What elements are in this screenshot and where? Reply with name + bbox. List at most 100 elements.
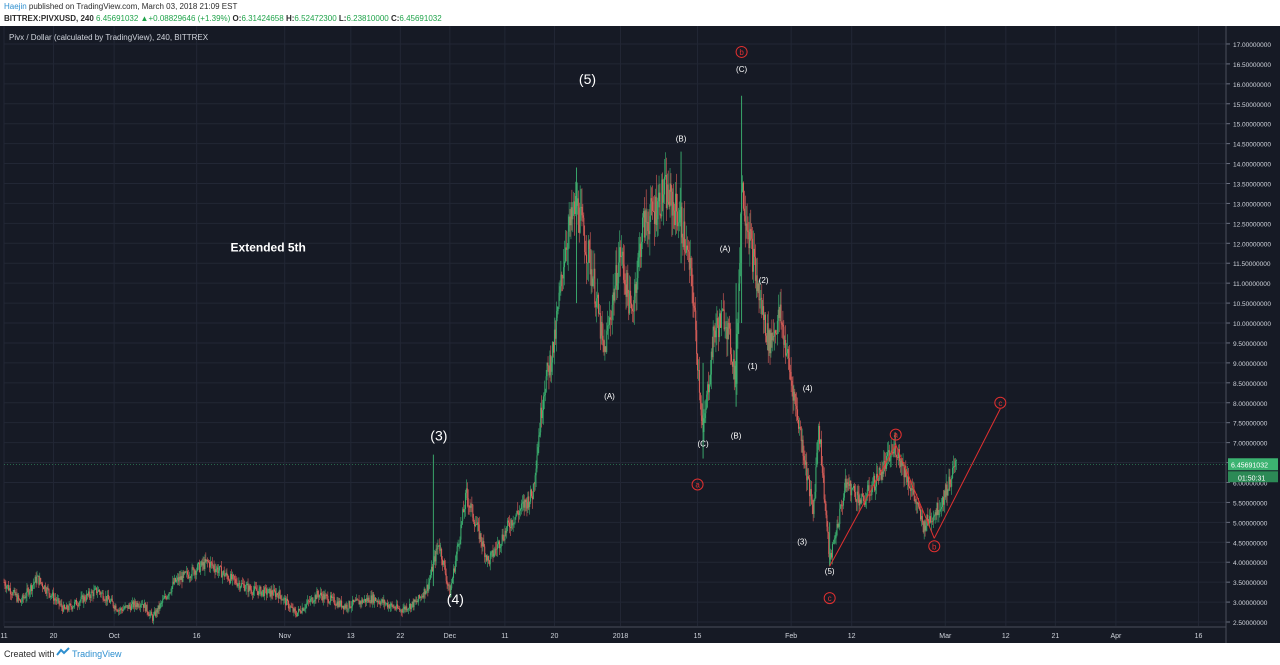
candle-body <box>251 590 253 594</box>
candle-body <box>743 208 745 216</box>
candle-body <box>123 608 125 610</box>
date-tick-label: 12 <box>848 633 856 640</box>
candle-body <box>793 391 795 401</box>
candle-body <box>5 585 7 589</box>
price-chart[interactable]: 2.50000000 3.00000000 3.50000000 4.00000000… <box>0 26 1280 643</box>
candle-body <box>516 511 518 516</box>
price-axis[interactable]: 2.50000000 3.00000000 3.50000000 4.00000000… <box>0 26 1278 643</box>
candle-body <box>303 609 305 611</box>
candle-body <box>108 594 110 600</box>
candle-body <box>754 256 756 281</box>
candle-body <box>638 250 640 258</box>
candle-body <box>845 478 847 488</box>
candle-body <box>39 578 41 585</box>
candle-body <box>69 603 71 605</box>
candle-body <box>731 354 733 362</box>
price-tick-label: 10.50000000 <box>1233 301 1271 308</box>
price-tick-label: 17.00000000 <box>1233 42 1271 49</box>
candle-body <box>78 602 80 606</box>
candle-body <box>604 346 606 352</box>
candle-body <box>606 330 608 353</box>
candle-body <box>305 604 307 609</box>
candle-body <box>124 605 126 609</box>
candle-body <box>23 597 25 599</box>
candle-body <box>171 586 173 593</box>
candle-body <box>703 418 705 432</box>
candle-body <box>669 183 671 207</box>
candle-body <box>764 314 766 321</box>
candle-body <box>121 609 123 612</box>
candle-body <box>618 262 620 284</box>
candle-body <box>876 473 878 481</box>
candle-body <box>286 598 288 602</box>
candle-body <box>488 560 490 565</box>
candle-body <box>657 201 659 220</box>
candle-body <box>875 486 877 491</box>
candle-body <box>20 601 22 603</box>
candle-body <box>412 601 414 608</box>
candle-body <box>264 587 266 589</box>
candle-body <box>135 605 137 607</box>
candle-body <box>77 605 79 607</box>
candle-body <box>188 577 190 579</box>
candle-body <box>806 461 808 481</box>
candle-body <box>350 607 352 608</box>
candle-body <box>239 583 241 589</box>
candle-body <box>322 593 324 601</box>
candle-body <box>25 596 27 598</box>
candle-body <box>166 596 168 599</box>
candle-body <box>367 597 369 601</box>
candle-body <box>73 605 75 608</box>
candle-body <box>602 335 604 341</box>
candle-body <box>630 290 632 304</box>
candle-body <box>110 598 112 601</box>
chart-area[interactable]: 2.50000000 3.00000000 3.50000000 4.00000000… <box>0 26 1280 643</box>
candle-body <box>62 607 64 612</box>
candle-body <box>45 591 47 594</box>
candle-body <box>66 605 68 610</box>
candle-body <box>686 245 688 250</box>
candle-body <box>58 598 60 605</box>
candle-body <box>671 191 673 216</box>
candle-body <box>915 501 917 503</box>
wave-label: (C) <box>698 440 709 449</box>
candle-body <box>294 608 296 611</box>
candle-body <box>843 491 845 498</box>
candle-body <box>897 457 899 458</box>
candle-body <box>208 561 210 563</box>
tradingview-brand-link[interactable]: TradingView <box>72 649 122 659</box>
candle-body <box>884 460 886 462</box>
candle-body <box>900 458 902 467</box>
candle-body <box>43 585 45 590</box>
candle-body <box>917 502 919 505</box>
candle-body <box>854 492 856 500</box>
candle-body <box>851 488 853 496</box>
candle-body <box>502 534 504 540</box>
candle-body <box>407 609 409 611</box>
candle-body <box>846 482 848 488</box>
candle-body <box>222 570 224 574</box>
candle-body <box>573 201 575 211</box>
candle-body <box>246 583 248 585</box>
candle-body <box>312 602 314 603</box>
wave-label: (B) <box>731 432 742 441</box>
candle-body <box>309 599 311 602</box>
candle-body <box>644 210 646 238</box>
candle-body <box>112 601 114 607</box>
candle-body <box>368 597 370 603</box>
candle-body <box>440 548 442 551</box>
candle-body <box>681 206 683 238</box>
candle-body <box>183 572 185 574</box>
author-link[interactable]: Haejin <box>4 2 27 11</box>
candle-body <box>240 586 242 589</box>
candle-body <box>773 336 775 337</box>
candle-body <box>397 608 399 609</box>
candle-body <box>471 504 473 505</box>
candle-body <box>65 605 67 610</box>
price-tick-label: 6.00000000 <box>1233 480 1268 487</box>
candle-body <box>895 443 897 455</box>
candle-body <box>666 184 668 209</box>
candle-body <box>852 488 854 489</box>
high-label: H: <box>285 14 295 23</box>
candle-body <box>338 600 340 607</box>
